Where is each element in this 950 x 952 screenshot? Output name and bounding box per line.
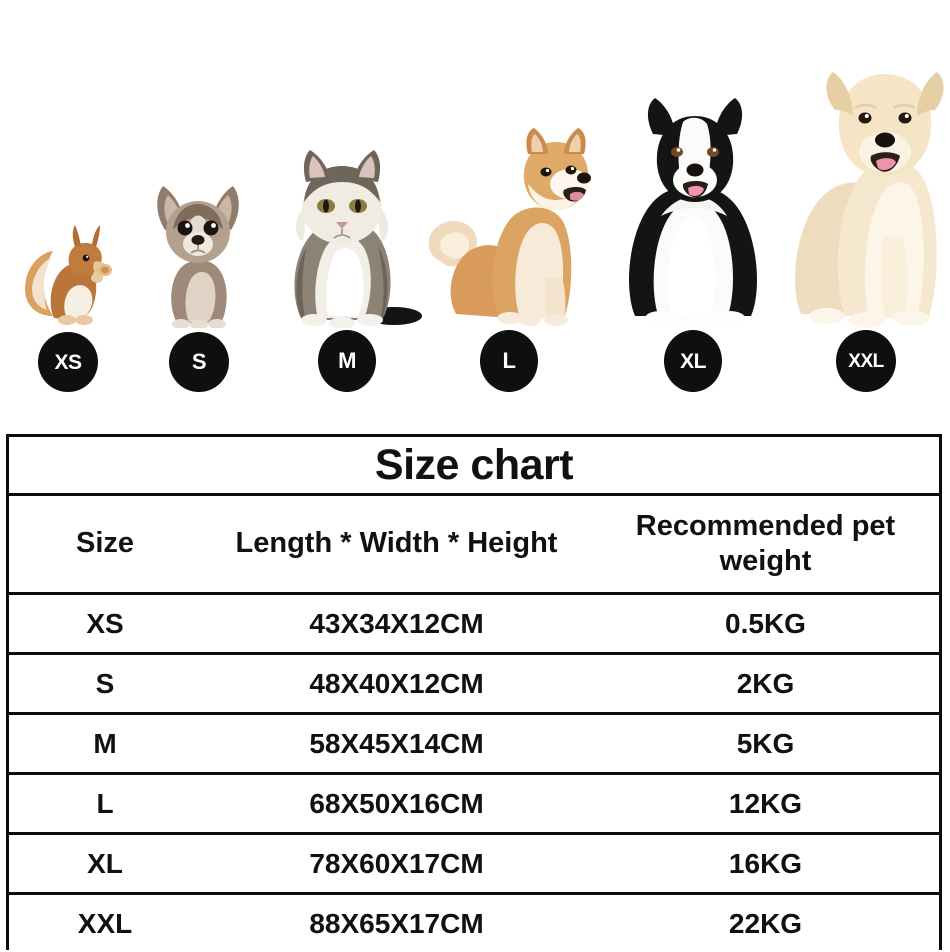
cell-weight: 22KG <box>592 894 939 952</box>
cell-weight: 0.5KG <box>592 594 939 654</box>
column-header-weight: Recommended pet weight <box>592 495 939 594</box>
size-badge-l[interactable]: L <box>480 330 538 392</box>
column-header-dimensions: Length * Width * Height <box>201 495 592 594</box>
pet-column-l: L <box>424 0 594 420</box>
cell-size: S <box>9 654 201 714</box>
cell-dimensions: 43X34X12CM <box>201 594 592 654</box>
table-row: S 48X40X12CM 2KG <box>9 654 939 714</box>
cell-weight: 5KG <box>592 714 939 774</box>
pet-column-m: M <box>272 0 422 420</box>
cell-weight: 12KG <box>592 774 939 834</box>
cell-weight: 2KG <box>592 654 939 714</box>
table-row: L 68X50X16CM 12KG <box>9 774 939 834</box>
cat-illustration <box>272 148 422 328</box>
cell-dimensions: 58X45X14CM <box>201 714 592 774</box>
size-badge-label: XS <box>54 352 81 373</box>
size-chart-header-row: Size Length * Width * Height Recommended… <box>9 495 939 594</box>
cell-dimensions: 48X40X12CM <box>201 654 592 714</box>
pet-column-xxl: XXL <box>782 0 950 420</box>
size-badge-label: S <box>192 351 206 373</box>
border-collie-illustration <box>609 98 777 328</box>
size-chart-table-wrapper: Size chart Size Length * Width * Height … <box>6 434 942 950</box>
cell-size: M <box>9 714 201 774</box>
cell-dimensions: 78X60X17CM <box>201 834 592 894</box>
cell-dimensions: 68X50X16CM <box>201 774 592 834</box>
size-badge-m[interactable]: M <box>318 330 376 392</box>
table-row: XL 78X60X17CM 16KG <box>9 834 939 894</box>
shiba-inu-illustration <box>424 128 594 328</box>
size-badge-label: XL <box>680 351 706 372</box>
size-badge-label: M <box>338 350 356 372</box>
table-row: M 58X45X14CM 5KG <box>9 714 939 774</box>
size-badge-xxl[interactable]: XXL <box>836 330 896 392</box>
squirrel-illustration <box>20 218 116 328</box>
size-badge-label: L <box>503 350 516 372</box>
cell-size: XXL <box>9 894 201 952</box>
cell-size: L <box>9 774 201 834</box>
cell-size: XL <box>9 834 201 894</box>
size-chart-table: Size chart Size Length * Width * Height … <box>9 437 939 952</box>
pet-column-xs: XS <box>8 0 128 420</box>
table-row: XXL 88X65X17CM 22KG <box>9 894 939 952</box>
golden-retriever-illustration <box>783 66 949 328</box>
cell-weight: 16KG <box>592 834 939 894</box>
size-badge-xs[interactable]: XS <box>38 332 98 392</box>
size-chart-title: Size chart <box>9 437 939 495</box>
size-chart-title-row: Size chart <box>9 437 939 495</box>
table-row: XS 43X34X12CM 0.5KG <box>9 594 939 654</box>
size-badge-s[interactable]: S <box>169 332 229 392</box>
pet-column-s: S <box>136 0 262 420</box>
cell-dimensions: 88X65X17CM <box>201 894 592 952</box>
pet-size-lineup: XS <box>0 0 950 420</box>
column-header-size: Size <box>9 495 201 594</box>
size-badge-xl[interactable]: XL <box>664 330 722 392</box>
chihuahua-illustration <box>141 178 257 328</box>
pet-column-xl: XL <box>608 0 778 420</box>
size-badge-label: XXL <box>848 352 883 371</box>
cell-size: XS <box>9 594 201 654</box>
